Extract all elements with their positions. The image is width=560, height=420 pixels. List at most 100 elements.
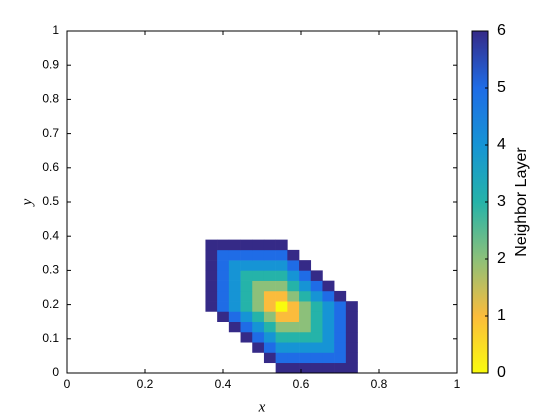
heatmap-cell [275, 362, 288, 374]
heatmap-cell [310, 321, 323, 333]
heatmap-cell [310, 301, 323, 312]
heatmap-cell [217, 249, 230, 261]
heatmap-cell [322, 362, 335, 374]
heatmap-cell [299, 321, 312, 333]
heatmap-cell [263, 321, 276, 333]
heatmap-cell [263, 239, 276, 251]
heatmap-cell [263, 270, 276, 281]
heatmap-cell [299, 260, 312, 271]
heatmap-cell [322, 290, 335, 302]
x-tick-label: 0.4 [215, 377, 232, 391]
heatmap-cell [263, 290, 276, 302]
y-tick-label: 0.1 [42, 331, 59, 345]
heatmap-cell [287, 249, 300, 261]
y-tick-label: 0.5 [42, 194, 59, 208]
heatmap-cell [263, 331, 276, 343]
heatmap-cell [240, 311, 253, 322]
heatmap-cell [334, 342, 347, 353]
y-tick-label: 1 [52, 23, 59, 37]
heatmap-cell [299, 342, 312, 353]
colorbar-tick-label: 6 [497, 22, 506, 39]
heatmap-cell [228, 260, 241, 271]
heatmap-cell [287, 311, 300, 322]
heatmap-cell [287, 331, 300, 343]
heatmap-cell [299, 311, 312, 322]
heatmap-cell [228, 270, 241, 281]
heatmap-cell [240, 301, 253, 312]
heatmap-cell [217, 290, 230, 302]
heatmap-cell [275, 342, 288, 353]
heatmap-cell [334, 362, 347, 374]
y-axis-label: y [19, 198, 35, 207]
colorbar-tick-label: 4 [497, 136, 506, 153]
heatmap-cell [287, 301, 300, 312]
y-tick-label: 0.6 [42, 160, 59, 174]
y-tick-label: 0.8 [42, 92, 59, 106]
heatmap-cell [275, 280, 288, 292]
colorbar-tick-label: 2 [497, 250, 506, 267]
heatmap-cell [275, 331, 288, 343]
heatmap-cell [322, 301, 335, 312]
heatmap-cell [275, 352, 288, 364]
heatmap-cell [310, 290, 323, 302]
heatmap-cell [299, 301, 312, 312]
heatmap-cell [275, 260, 288, 271]
heatmap-cell [217, 260, 230, 271]
heatmap-cell [299, 352, 312, 364]
heatmap-cell [310, 280, 323, 292]
heatmap-cell [299, 362, 312, 374]
colorbar-tick-label: 3 [497, 193, 506, 210]
heatmap-cell [263, 342, 276, 353]
heatmap-cell [205, 290, 218, 302]
y-tick-label: 0.4 [42, 228, 59, 242]
heatmap-cell [334, 311, 347, 322]
heatmap-cell [252, 249, 265, 261]
heatmap-cell [275, 290, 288, 302]
x-axis-label: x [258, 399, 266, 415]
x-tick-label: 0.6 [293, 377, 310, 391]
heatmap-cell [252, 311, 265, 322]
heatmap-cell [228, 249, 241, 261]
heatmap-cell [345, 321, 358, 333]
heatmap-cell [217, 311, 230, 322]
heatmap-cell [287, 290, 300, 302]
heatmap-cell [217, 301, 230, 312]
heatmap-cell [240, 239, 253, 251]
heatmap-cell [252, 270, 265, 281]
heatmap-cell [263, 260, 276, 271]
heatmap-cell [240, 331, 253, 343]
heatmap-cell [287, 260, 300, 271]
heatmap-cell [228, 280, 241, 292]
heatmap-cell [205, 249, 218, 261]
heatmap-cell [205, 270, 218, 281]
heatmap-cell [287, 321, 300, 333]
heatmap-cell [240, 290, 253, 302]
heatmap-cell [240, 260, 253, 271]
heatmap-cell [322, 280, 335, 292]
heatmap-cell [275, 239, 288, 251]
heatmap-cell [310, 352, 323, 364]
heatmap-cell [334, 352, 347, 364]
heatmap-cell [240, 280, 253, 292]
heatmap-cell [263, 352, 276, 364]
heatmap-cell [263, 249, 276, 261]
heatmap-cell [310, 331, 323, 343]
y-tick-label: 0.2 [42, 297, 59, 311]
heatmap-cell [263, 301, 276, 312]
heatmap-cell [228, 290, 241, 302]
heatmap-cell [334, 331, 347, 343]
heatmap-cell [334, 301, 347, 312]
heatmap-cell [228, 301, 241, 312]
heatmap-cell [345, 331, 358, 343]
heatmap-cell [299, 331, 312, 343]
heatmap-cell [322, 352, 335, 364]
y-tick-label: 0.3 [42, 263, 59, 277]
colorbar-tick-label: 1 [497, 307, 506, 324]
heatmap-cell [252, 342, 265, 353]
heatmap-cell [263, 280, 276, 292]
heatmap-cell [310, 342, 323, 353]
heatmap-cell [310, 270, 323, 281]
heatmap-cell [228, 321, 241, 333]
y-tick-label: 0.7 [42, 126, 59, 140]
heatmap-cell [228, 239, 241, 251]
